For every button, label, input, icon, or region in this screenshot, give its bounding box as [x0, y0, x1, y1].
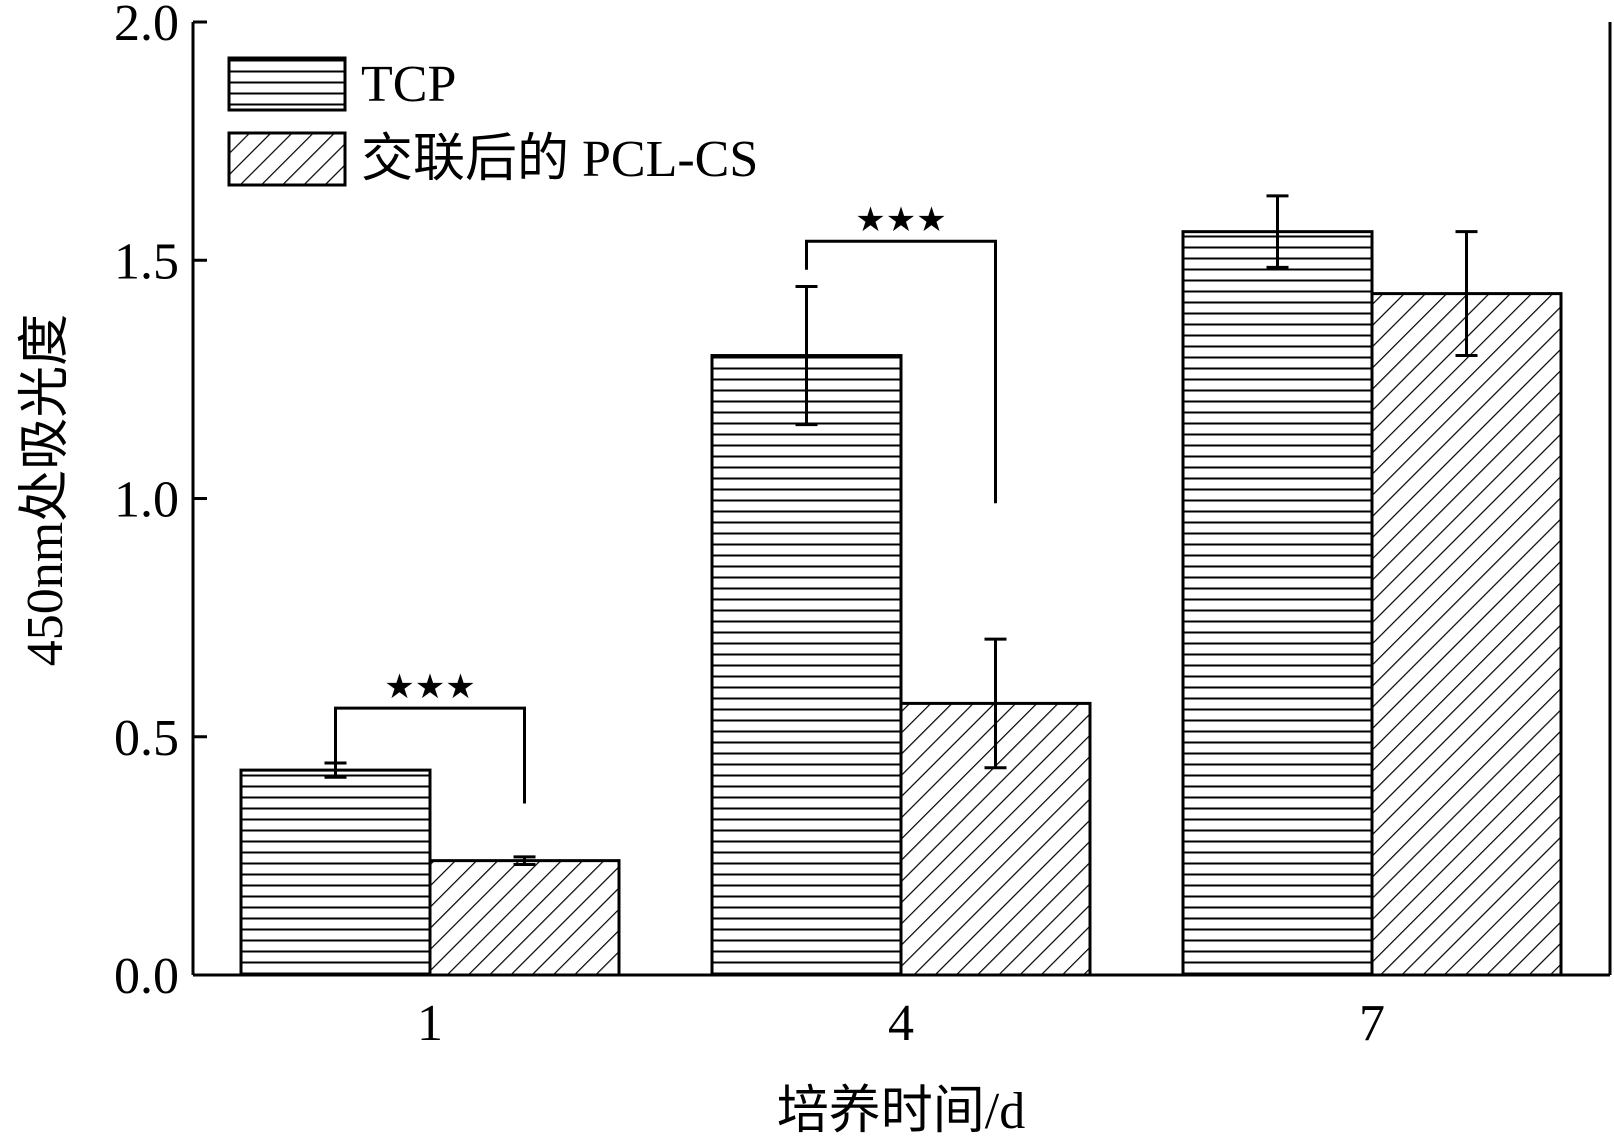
legend: TCP 交联后的 PCL-CS — [227, 56, 758, 188]
bar-pcl-cs-day-7 — [1370, 292, 1563, 977]
significance-label-1: ★★★ — [855, 202, 946, 239]
plot-area: ★★★ ★★★ 0.0 0.5 1.0 1.5 2.0 1 4 7 — [114, 0, 1612, 1052]
bar-tcp-day-1 — [239, 768, 432, 977]
y-tick-label-4: 2.0 — [114, 0, 179, 52]
bar-pcl-cs-day-1 — [428, 859, 621, 977]
bar-tcp-day-4 — [710, 354, 903, 977]
legend-label-tcp: TCP — [361, 56, 456, 113]
x-tick-label-2: 7 — [1359, 995, 1385, 1052]
significance-bracket-1 — [805, 239, 997, 504]
significance-bracket-0 — [334, 706, 526, 804]
x-axis-title: 培养时间/d — [777, 1083, 1025, 1139]
y-tick-label-3: 1.5 — [114, 233, 179, 290]
y-tick-label-2: 1.0 — [114, 472, 179, 529]
legend-swatch-pcl-cs — [227, 131, 347, 187]
y-axis-title: 450nm处吸光度 — [17, 314, 74, 666]
bar-tcp-day-7 — [1181, 230, 1374, 977]
x-tick-label-1: 4 — [888, 995, 914, 1052]
x-tick-label-0: 1 — [417, 995, 443, 1052]
legend-swatch-tcp — [227, 56, 347, 112]
legend-label-pcl-cs: 交联后的 PCL-CS — [361, 131, 758, 188]
y-tick-label-1: 0.5 — [114, 710, 179, 767]
y-tick-label-0: 0.0 — [114, 948, 179, 1005]
significance-label-0: ★★★ — [384, 669, 475, 706]
